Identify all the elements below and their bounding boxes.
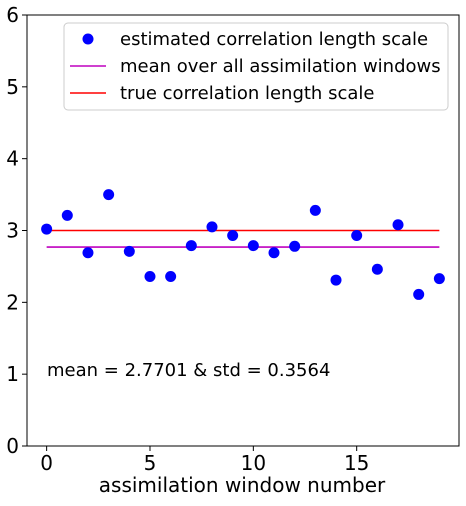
x-tick-label: 10 bbox=[241, 451, 266, 475]
data-point bbox=[82, 247, 94, 259]
data-point bbox=[330, 274, 342, 286]
data-point bbox=[309, 204, 321, 216]
y-tick-label: 3 bbox=[6, 219, 19, 243]
x-tick-label: 5 bbox=[144, 451, 157, 475]
y-tick-label: 5 bbox=[6, 75, 19, 99]
x-axis-label: assimilation window number bbox=[99, 473, 386, 497]
data-point bbox=[392, 219, 404, 231]
data-point bbox=[371, 263, 383, 275]
x-tick-label: 15 bbox=[344, 451, 369, 475]
legend: estimated correlation length scale mean o… bbox=[63, 22, 449, 111]
data-point bbox=[185, 240, 197, 252]
y-tick-label: 1 bbox=[6, 362, 19, 386]
y-tick-label: 2 bbox=[6, 290, 19, 314]
data-point bbox=[144, 270, 156, 282]
mean-std-annotation: mean = 2.7701 & std = 0.3564 bbox=[47, 360, 330, 381]
data-point bbox=[206, 221, 218, 233]
data-point bbox=[123, 245, 135, 257]
y-tick-label: 0 bbox=[6, 434, 19, 458]
x-tick-label: 0 bbox=[40, 451, 53, 475]
data-point bbox=[413, 288, 425, 300]
data-point bbox=[268, 247, 280, 259]
data-point bbox=[289, 240, 301, 252]
legend-label: estimated correlation length scale bbox=[120, 29, 428, 50]
y-tick-label: 6 bbox=[6, 3, 19, 27]
y-tick-label: 4 bbox=[6, 147, 19, 171]
data-point bbox=[103, 189, 115, 201]
data-point bbox=[41, 223, 53, 235]
plot-marks bbox=[41, 189, 445, 300]
data-point bbox=[227, 230, 239, 242]
data-point bbox=[351, 230, 363, 242]
data-point bbox=[61, 209, 73, 221]
legend-marker bbox=[82, 33, 94, 45]
axes: 0 5 10 15 0 1 2 3 4 5 6 bbox=[6, 3, 460, 475]
legend-label: mean over all assimilation windows bbox=[120, 56, 441, 77]
legend-label: true correlation length scale bbox=[120, 83, 374, 104]
data-point bbox=[433, 273, 445, 285]
data-point bbox=[247, 240, 259, 252]
data-point bbox=[165, 270, 177, 282]
legend-box bbox=[63, 22, 449, 111]
